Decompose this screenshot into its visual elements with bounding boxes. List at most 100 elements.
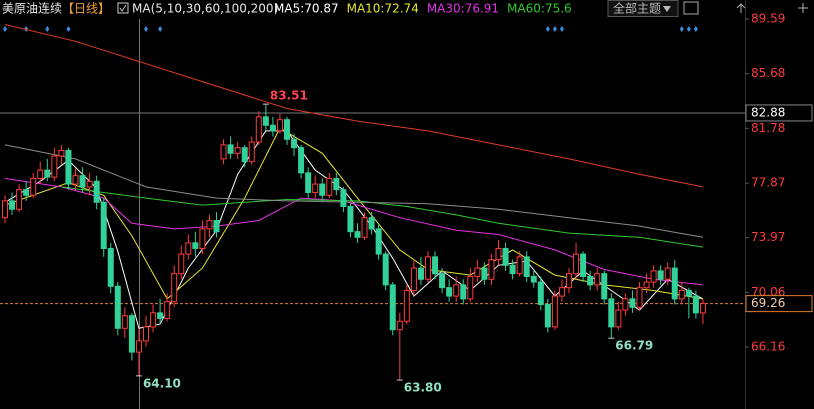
- legend: MA5:70.87 MA10:72.74 MA30:76.91 MA60:75.6: [274, 2, 572, 16]
- candle-body: [417, 267, 424, 280]
- candle-body: [573, 253, 580, 275]
- candle-body: [446, 287, 453, 297]
- y-tick-label: 66.16: [751, 340, 785, 354]
- indicator: MA(5,10,30,60,100,200): [132, 2, 278, 16]
- candle-body: [326, 177, 333, 196]
- candle-body: [439, 273, 446, 289]
- period: 【日线】: [62, 2, 110, 16]
- event-marker: [24, 26, 29, 32]
- candle-body: [601, 273, 608, 300]
- checkbox[interactable]: [117, 2, 129, 14]
- candle-body: [382, 253, 389, 286]
- event-marker: [158, 26, 163, 32]
- candle-body: [2, 200, 8, 219]
- candle-body: [241, 147, 248, 163]
- theme-dropdown[interactable]: [607, 0, 679, 17]
- y-tick-label: 81.78: [751, 121, 785, 135]
- candle-body: [488, 259, 495, 280]
- candle-body: [262, 116, 269, 126]
- event-marker: [679, 26, 684, 32]
- candle-body: [410, 267, 417, 291]
- candle-body: [403, 289, 410, 322]
- dropdown-arrow: [663, 6, 671, 12]
- candle-body: [523, 256, 530, 277]
- candle-body: [192, 242, 199, 249]
- annotation-label: 64.10: [143, 376, 181, 390]
- candle-body: [255, 116, 262, 143]
- event-marker: [559, 26, 564, 32]
- candle-body: [121, 315, 128, 329]
- candle-body: [93, 180, 100, 203]
- legend-entry: MA30:76.91: [427, 2, 499, 16]
- candle-body: [537, 281, 544, 305]
- candle-body: [460, 284, 467, 300]
- candle-body: [107, 247, 114, 287]
- candle-body: [474, 267, 481, 277]
- candle-body: [340, 189, 347, 207]
- candle-body: [213, 219, 220, 233]
- candle-body: [657, 270, 664, 280]
- candle-body: [685, 289, 692, 297]
- event-marker: [686, 26, 691, 32]
- legend-entry: MA5:70.87: [274, 2, 339, 16]
- last-price-box: [745, 295, 813, 313]
- candle-body: [629, 298, 636, 308]
- candle-body: [396, 320, 403, 331]
- arrow-icon[interactable]: [736, 3, 746, 13]
- candle-body: [100, 201, 107, 249]
- candle-body: [291, 138, 298, 149]
- event-marker: [66, 26, 71, 32]
- candle-body: [544, 303, 551, 328]
- candle-body: [551, 295, 558, 328]
- candle-body: [467, 275, 474, 300]
- candle-body: [333, 177, 340, 191]
- candle-body: [319, 183, 326, 196]
- candle-body: [594, 273, 601, 286]
- event-marker: [144, 26, 148, 32]
- event-marker: [45, 26, 50, 32]
- candle-body: [58, 149, 65, 157]
- add-icon[interactable]: [798, 3, 808, 13]
- candle-body: [23, 189, 30, 196]
- y-tick-label: 89.59: [751, 12, 785, 26]
- candle-body: [699, 303, 706, 314]
- candle-body: [368, 217, 375, 230]
- candle-body: [65, 149, 72, 185]
- candle-body: [347, 205, 354, 233]
- candle-body: [636, 287, 643, 308]
- legend-entry: MA60:75.6: [507, 2, 572, 16]
- symbol: 美原油连续: [2, 1, 62, 16]
- candle-body: [269, 124, 276, 132]
- tool-icon[interactable]: [683, 1, 699, 15]
- candle-body: [164, 301, 171, 319]
- candle-body: [284, 119, 290, 140]
- candle-body: [305, 172, 312, 193]
- candle-body: [298, 147, 305, 174]
- check-mark: [119, 4, 127, 12]
- candle-body: [248, 141, 255, 163]
- candle-body: [72, 175, 79, 185]
- candle-body: [425, 256, 431, 280]
- candle-body: [9, 200, 16, 210]
- y-tick-label: 85.68: [751, 66, 785, 80]
- annotation-label: 66.79: [615, 339, 653, 353]
- theme-button-text: 全部主题: [613, 1, 661, 16]
- ma-line: [4, 144, 703, 238]
- candle-body: [143, 326, 149, 342]
- candle-body: [157, 312, 164, 319]
- candle-body: [495, 247, 502, 261]
- candle-body: [128, 315, 135, 353]
- event-marker: [693, 26, 698, 32]
- event-marker: [545, 26, 550, 32]
- candle-body: [51, 155, 58, 178]
- candle-body: [171, 273, 178, 303]
- candle-body: [220, 144, 227, 160]
- candle-body: [30, 177, 37, 196]
- candle-body: [558, 287, 565, 297]
- candle-body: [206, 219, 213, 230]
- candle-body: [643, 281, 650, 289]
- candle-body: [16, 189, 23, 210]
- candle-body: [199, 228, 206, 249]
